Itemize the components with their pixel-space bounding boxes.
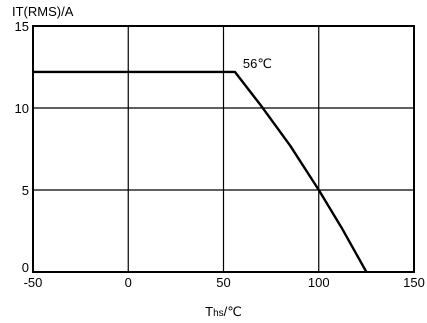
x-axis-label-main: T: [205, 304, 213, 319]
x-axis-label: Ths/℃: [205, 304, 242, 319]
y-tick-label: 15: [15, 19, 29, 34]
x-axis-label-unit: /℃: [224, 304, 242, 319]
y-tick-label: 10: [15, 101, 29, 116]
x-tick-labels: -50 0 50 100 150: [24, 275, 425, 290]
x-tick-label: 100: [308, 275, 330, 290]
y-tick-labels: 0 5 10 15: [15, 19, 29, 275]
x-tick-label: 150: [403, 275, 425, 290]
y-axis-label: IT(RMS)/A: [12, 4, 74, 19]
x-tick-label: 50: [216, 275, 230, 290]
series-line: [33, 70, 368, 273]
y-tick-label: 5: [22, 183, 29, 198]
x-axis-label-sub: hs: [213, 308, 224, 319]
annotation-label: 56℃: [243, 56, 272, 71]
annotation-layer: 56℃: [243, 56, 272, 71]
plot-frame: [32, 25, 415, 273]
grid-lines: [33, 26, 414, 272]
y-tick-label: 0: [22, 260, 29, 275]
curve-layer: [33, 70, 368, 273]
x-tick-label: -50: [24, 275, 43, 290]
x-tick-label: 0: [125, 275, 132, 290]
